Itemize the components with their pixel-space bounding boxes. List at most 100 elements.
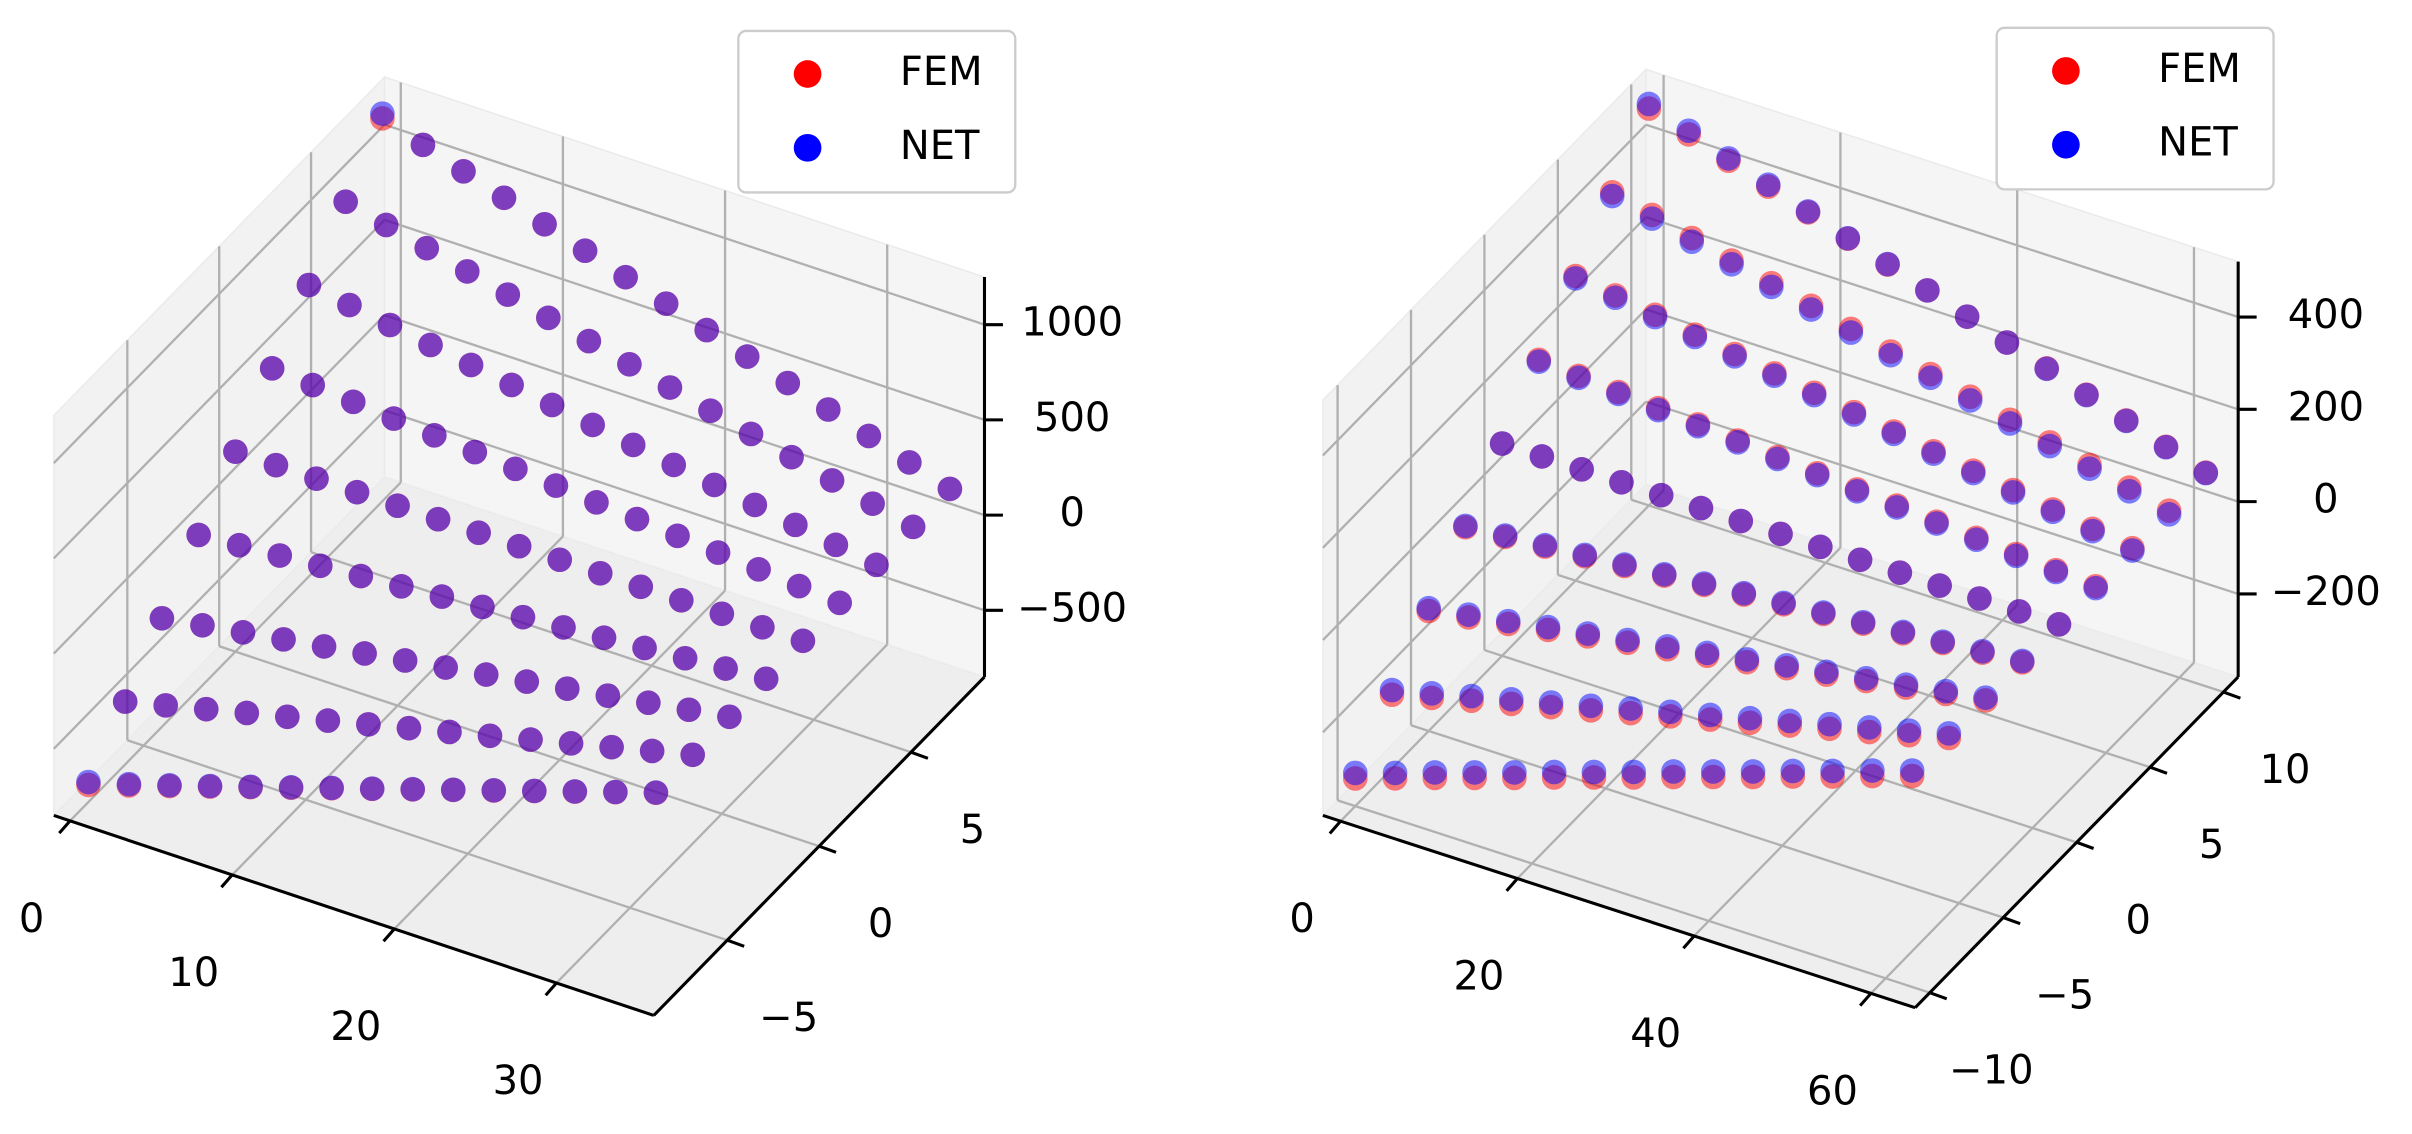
point <box>396 715 422 741</box>
x-axis <box>1322 813 1916 1010</box>
point <box>1697 702 1723 728</box>
z-tick-label: 400 <box>2288 292 2364 338</box>
point <box>370 101 395 126</box>
point <box>620 432 646 458</box>
point <box>410 132 436 158</box>
point <box>267 543 293 568</box>
point <box>1957 388 1983 413</box>
point <box>1755 172 1781 198</box>
point <box>698 398 723 424</box>
y-tick <box>818 844 837 854</box>
point <box>1682 324 1708 350</box>
point <box>717 704 742 730</box>
point <box>1615 627 1640 653</box>
point <box>418 332 443 358</box>
point <box>1342 760 1368 786</box>
point <box>385 493 410 519</box>
point <box>503 456 528 482</box>
grid-line <box>1484 648 2078 844</box>
point <box>300 372 326 398</box>
point <box>1725 430 1751 455</box>
point <box>454 259 480 284</box>
point <box>1835 225 1861 251</box>
x-tick-label: 20 <box>330 1004 381 1050</box>
grid-line <box>384 123 985 326</box>
point <box>786 573 812 599</box>
point <box>2077 456 2102 481</box>
point <box>587 560 613 586</box>
chart: 0 20 40 60 −10−5 0 5 10 −200 0 200 400 FEM NET <box>1289 26 2381 1114</box>
point <box>1918 365 1943 391</box>
point <box>1808 534 1833 560</box>
point <box>827 590 852 616</box>
point <box>783 512 808 538</box>
point <box>639 738 665 764</box>
y-tick <box>2149 765 2168 775</box>
point <box>1936 721 1962 746</box>
y-tick-label: 5 <box>2199 822 2224 868</box>
point <box>1896 718 1922 743</box>
point <box>470 594 495 620</box>
point <box>668 587 694 613</box>
point <box>900 514 926 540</box>
point <box>1648 482 1674 508</box>
point <box>1639 206 1665 231</box>
point <box>263 452 289 478</box>
grid-line <box>1645 215 2239 411</box>
legend-marker <box>793 60 822 88</box>
point <box>1575 621 1601 646</box>
point <box>2080 518 2105 544</box>
point <box>259 356 285 381</box>
point <box>628 574 654 600</box>
point <box>661 452 687 478</box>
point <box>532 211 557 237</box>
grid-line <box>1337 799 1931 994</box>
point <box>157 772 182 798</box>
point <box>562 779 588 804</box>
point <box>937 476 963 502</box>
grid-line <box>1557 573 2151 769</box>
grid-line <box>53 409 386 750</box>
point <box>1618 696 1643 721</box>
point <box>2009 648 2035 674</box>
y-tick <box>726 938 745 948</box>
point <box>440 777 466 803</box>
legend-label: NET <box>2158 120 2238 166</box>
point <box>1997 411 2023 436</box>
point <box>1719 251 1744 277</box>
point <box>333 189 358 215</box>
point <box>1921 441 1946 466</box>
point <box>1502 760 1527 785</box>
point <box>1780 758 1806 784</box>
point <box>491 185 517 211</box>
point <box>1459 683 1484 709</box>
x-axis <box>53 813 655 1017</box>
point <box>112 689 138 714</box>
point <box>193 696 219 722</box>
point <box>1994 330 2020 355</box>
grid-line <box>1322 123 1647 457</box>
y-tick-label: −5 <box>759 995 818 1041</box>
point <box>1777 708 1803 734</box>
point <box>790 628 816 654</box>
point <box>864 552 889 578</box>
point <box>186 522 211 548</box>
y-tick <box>1929 991 1948 1001</box>
point <box>1737 705 1763 731</box>
grid-line <box>1322 400 1647 734</box>
point <box>584 490 609 515</box>
point <box>1422 760 1448 785</box>
point <box>539 392 565 418</box>
point <box>599 734 624 760</box>
point <box>458 352 484 378</box>
grid-line <box>1630 498 2224 694</box>
z-tick-label: 0 <box>1059 490 1084 536</box>
point <box>1651 561 1677 587</box>
point <box>1795 199 1821 224</box>
point <box>278 775 304 800</box>
point <box>149 605 175 631</box>
point <box>709 601 735 627</box>
point <box>775 370 801 396</box>
point <box>1875 251 1900 277</box>
x-tick <box>220 873 234 889</box>
